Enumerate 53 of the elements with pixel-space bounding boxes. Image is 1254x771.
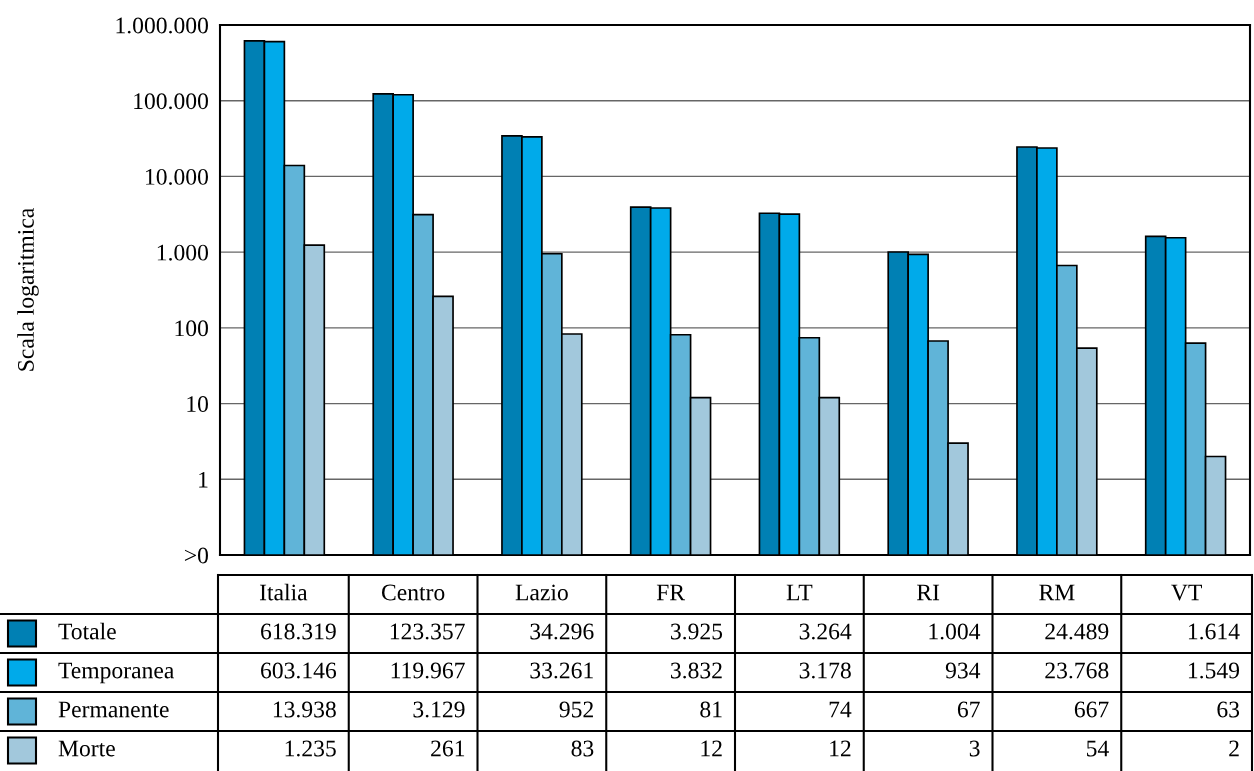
x-tick-label: LT	[786, 584, 813, 601]
data-label: 934	[945, 662, 981, 679]
y-tick-label: 1.000	[157, 244, 208, 261]
y-tick-label: >0	[184, 547, 208, 564]
data-label: 81	[700, 701, 722, 718]
data-label: 63	[1217, 701, 1240, 718]
x-tick-label: Centro	[381, 584, 445, 601]
data-label: 119.967	[391, 662, 465, 679]
y-tick-label: 100	[175, 320, 208, 337]
data-label: 3.925	[671, 623, 723, 640]
data-label: 603.146	[261, 662, 337, 679]
data-label: 23.768	[1045, 662, 1109, 679]
data-label: 123.357	[390, 623, 465, 640]
data-label: 74	[829, 701, 852, 718]
data-label: 3	[969, 740, 980, 757]
data-label: 13.938	[273, 701, 336, 718]
data-label: 3.178	[799, 662, 851, 679]
y-tick-label: 1	[199, 471, 208, 488]
legend-label: Temporanea	[58, 662, 175, 684]
data-label: 2	[1229, 740, 1239, 757]
data-label: 618.319	[261, 623, 336, 640]
data-label: 952	[559, 701, 593, 718]
x-tick-label: Italia	[259, 583, 308, 601]
legend-label: Morte	[58, 740, 115, 757]
data-label: 3.832	[671, 662, 722, 679]
x-tick-label: RM	[1039, 584, 1075, 601]
legend-label: Permanente	[58, 701, 169, 718]
y-axis-title: Scala logaritmica	[17, 208, 39, 371]
data-label: 667	[1074, 701, 1109, 718]
y-tick-label: 10.000	[146, 168, 208, 185]
x-tick-label: VT	[1171, 584, 1202, 601]
data-label: 1.549	[1188, 662, 1240, 679]
y-tick-label: 100.000	[134, 93, 208, 110]
y-tick-label: 10	[187, 396, 208, 412]
data-label: 67	[957, 701, 980, 718]
data-label: 83	[571, 740, 594, 757]
data-label: 12	[701, 740, 722, 757]
data-label: 54	[1087, 740, 1109, 757]
data-label: 34.296	[530, 623, 594, 640]
legend-label: Totale	[58, 622, 116, 640]
x-tick-label: Lazio	[515, 584, 568, 601]
data-label: 24.489	[1045, 623, 1109, 640]
data-label: 3.264	[799, 623, 852, 640]
data-label: 261	[431, 740, 465, 757]
data-label: 12	[830, 740, 851, 757]
x-tick-label: FR	[656, 584, 686, 601]
data-label: 3.129	[413, 701, 465, 718]
x-tick-label: RI	[917, 584, 940, 601]
y-tick-label: 1.000.000	[116, 17, 208, 34]
data-label: 1.614	[1188, 623, 1240, 640]
data-label: 1.235	[285, 740, 336, 757]
data-label: 33.261	[530, 662, 593, 679]
data-label: 1.004	[929, 623, 981, 640]
